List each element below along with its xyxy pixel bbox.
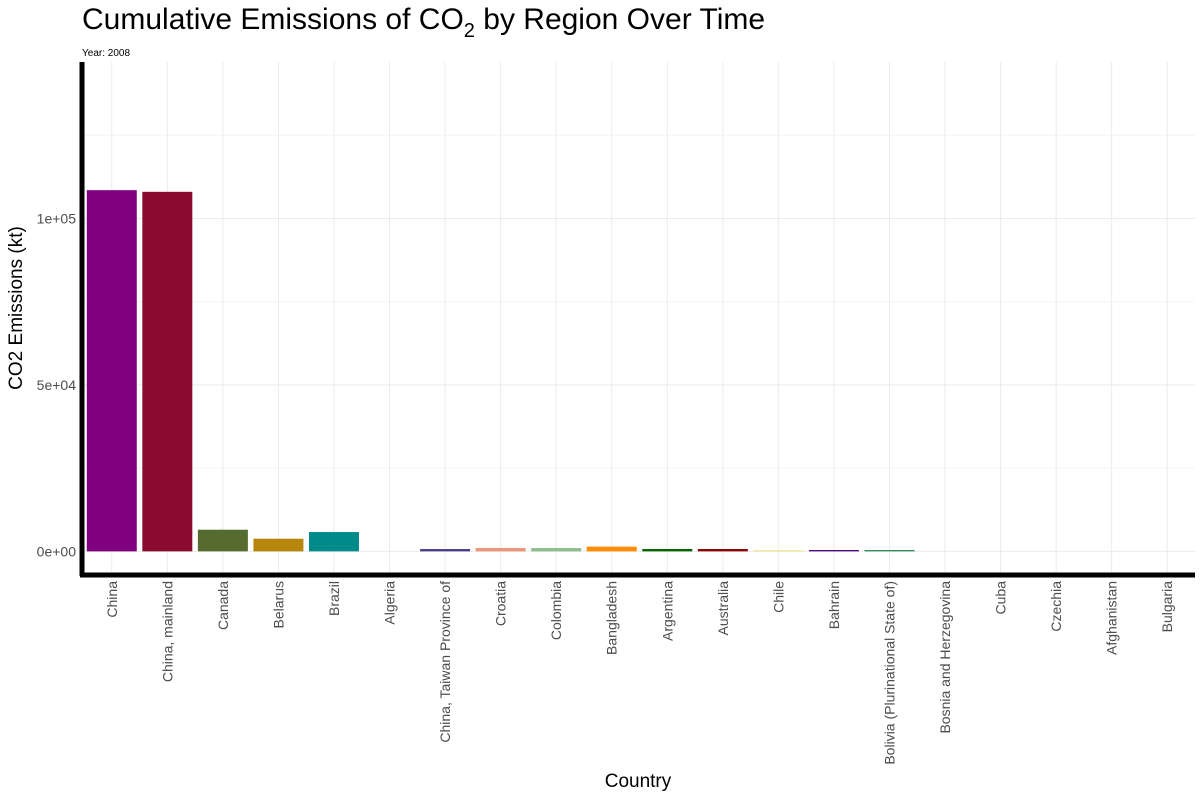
bar-china [86, 190, 137, 552]
y-axis-title: CO2 Emissions (kt) [6, 226, 27, 390]
x-tick-label: Argentina [659, 581, 675, 641]
x-tick-label: Brazil [326, 581, 342, 616]
x-tick-label: China [104, 581, 120, 618]
bar-croatia [475, 548, 526, 552]
x-tick-label: Bulgaria [1159, 581, 1175, 633]
chart-title-rest: by Region Over Time [475, 3, 765, 36]
bar-colombia [531, 548, 582, 552]
x-tick-label: Croatia [493, 581, 509, 626]
bar-china-mainland [142, 191, 193, 552]
x-tick-label: Colombia [548, 581, 564, 640]
x-tick-label: Bangladesh [604, 581, 620, 655]
bar-chile [753, 550, 804, 552]
x-tick-label: Bahrain [826, 581, 842, 629]
chart-subtitle: Year: 2008 [82, 48, 130, 59]
x-tick-label: Canada [215, 581, 231, 630]
bar-china-taiwan-province-of [420, 549, 471, 552]
bar-belarus [253, 538, 304, 552]
x-tick-label: Australia [715, 581, 731, 636]
y-tick-label: 0e+00 [37, 543, 77, 559]
x-tick-label: Cuba [993, 581, 1009, 615]
x-tick-label: Afghanistan [1104, 581, 1120, 655]
bar-canada [197, 529, 248, 552]
bars-group [86, 190, 915, 552]
x-tick-label: China, mainland [159, 581, 175, 682]
x-tick-label: China, Taiwan Province of [437, 581, 453, 743]
y-tick-label: 1e+05 [37, 210, 77, 226]
x-tick-label: Czechia [1048, 581, 1064, 632]
x-tick-label: Belarus [270, 581, 286, 628]
y-tick-labels: 0e+00 5e+04 1e+05 [37, 210, 77, 559]
x-axis-title: Country [605, 771, 672, 792]
grid-lines [84, 62, 1195, 574]
chart-title: Cumulative Emissions of CO2 by Region Ov… [82, 3, 765, 42]
bar-bolivia-plurinational-state-of [864, 550, 915, 552]
x-tick-label: Algeria [382, 581, 398, 625]
bar-bangladesh [586, 546, 637, 552]
bar-brazil [308, 532, 359, 552]
bar-bahrain [808, 550, 859, 552]
x-tick-label: Bosnia and Herzegovina [937, 581, 953, 734]
bar-australia [697, 549, 748, 552]
x-tick-label: Bolivia (Plurinational State of) [881, 581, 897, 765]
x-tick-label: Chile [770, 581, 786, 613]
chart-title-main: Cumulative Emissions of CO [82, 3, 464, 36]
y-tick-label: 5e+04 [37, 377, 77, 393]
bar-argentina [642, 549, 693, 552]
chart-title-subscript: 2 [464, 20, 475, 42]
x-tick-labels: China China, mainland Canada Belarus Brazil A… [104, 581, 1175, 765]
